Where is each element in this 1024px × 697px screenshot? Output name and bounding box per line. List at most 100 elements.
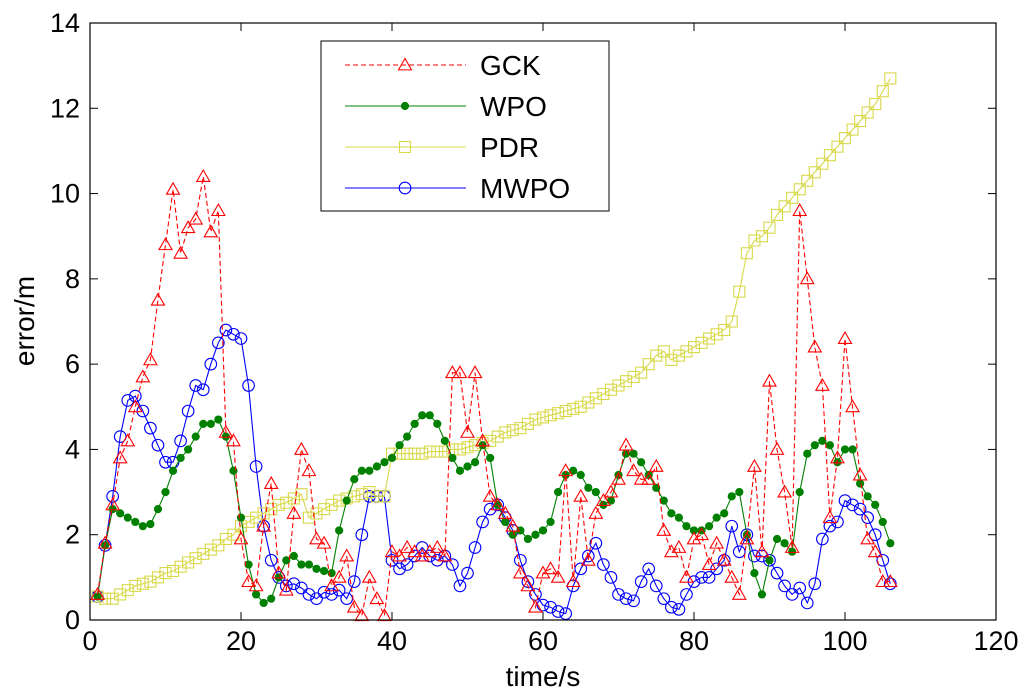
data-point-wpo [674, 513, 684, 522]
data-point-wpo [871, 500, 880, 509]
data-point-mwpo [325, 588, 338, 601]
data-point-gck [814, 377, 830, 391]
data-point-wpo [501, 517, 510, 527]
data-point-gck [188, 211, 204, 225]
data-point-mwpo [664, 600, 678, 614]
data-point-wpo [448, 453, 457, 463]
data-point-mwpo [793, 581, 807, 595]
data-point-gck [339, 548, 355, 562]
data-point-gck [565, 574, 581, 588]
data-point-pdr [740, 247, 753, 260]
data-point-wpo [161, 487, 170, 497]
data-point-gck [482, 488, 498, 502]
data-point-gck [437, 548, 453, 562]
data-point-pdr [370, 490, 383, 503]
data-point-gck [867, 544, 883, 558]
y-tick-label: 12 [50, 93, 80, 123]
data-point-wpo [591, 487, 600, 497]
data-point-pdr [876, 85, 889, 98]
data-point-wpo [531, 530, 540, 539]
data-point-pdr [718, 323, 731, 337]
data-point-mwpo [748, 549, 761, 563]
legend-label-mwpo: MWPO [480, 173, 570, 204]
data-point-pdr [189, 552, 202, 565]
data-point-gck [407, 544, 423, 558]
legend-box [320, 40, 610, 212]
data-point-mwpo [468, 541, 482, 554]
data-point-mwpo [642, 562, 656, 576]
data-point-gck [497, 505, 513, 519]
data-point-gck [210, 203, 226, 217]
data-point-mwpo [763, 553, 776, 567]
data-point-mwpo [400, 558, 414, 571]
data-point-mwpo [657, 592, 671, 606]
data-point-pdr [567, 402, 580, 415]
data-point-wpo [410, 419, 419, 428]
data-point-pdr [317, 503, 331, 516]
data-point-mwpo [189, 379, 203, 392]
data-point-wpo [546, 517, 555, 527]
data-point-pdr [378, 490, 391, 503]
data-point-gck [112, 450, 128, 464]
data-point-wpo [199, 419, 208, 428]
data-point-gck [316, 535, 332, 549]
data-point-mwpo [181, 404, 195, 418]
data-point-wpo [833, 458, 842, 467]
data-point-mwpo [128, 389, 142, 403]
data-point-wpo [387, 453, 397, 463]
data-point-wpo [372, 462, 381, 471]
data-point-gck [807, 339, 823, 353]
data-point-gck [460, 424, 475, 438]
data-point-gck [784, 539, 800, 553]
data-point-mwpo [544, 600, 557, 614]
data-point-gck [475, 433, 491, 447]
data-point-mwpo [536, 598, 550, 612]
series-line-pdr [97, 78, 891, 600]
data-point-pdr [665, 353, 678, 366]
data-point-gck [679, 569, 694, 583]
data-point-pdr [642, 358, 655, 371]
y-tick-label: 10 [50, 179, 80, 209]
data-point-gck [837, 330, 853, 344]
data-point-pdr [423, 445, 436, 458]
data-point-pdr [521, 417, 534, 430]
data-point-wpo [297, 560, 306, 569]
data-point-wpo [274, 573, 283, 582]
data-point-gck [656, 522, 672, 536]
data-point-gck [611, 471, 626, 485]
data-point-gck [769, 441, 785, 455]
data-point-gck [618, 437, 634, 451]
data-point-mwpo [461, 566, 474, 580]
data-point-gck [535, 565, 551, 579]
data-point-wpo [629, 449, 638, 458]
data-point-wpo [350, 475, 359, 484]
data-point-pdr [589, 392, 602, 405]
data-point-mwpo [279, 579, 293, 593]
data-point-gck [860, 531, 876, 545]
data-point-gck [852, 467, 868, 481]
data-point-gck [414, 548, 430, 562]
data-point-gck [588, 505, 604, 519]
data-point-wpo [856, 479, 865, 488]
data-point-pdr [597, 387, 610, 401]
data-point-pdr [650, 349, 663, 362]
data-point-pdr [242, 515, 255, 528]
data-point-mwpo [634, 575, 648, 588]
data-point-wpo [780, 539, 789, 548]
data-point-mwpo [823, 519, 837, 533]
data-point-pdr [506, 424, 519, 437]
data-point-gck [392, 548, 407, 562]
data-point-pdr [786, 191, 799, 204]
data-point-gck [882, 574, 898, 588]
data-point-wpo [267, 594, 276, 603]
data-point-gck [762, 373, 777, 387]
data-point-wpo [840, 445, 850, 454]
data-point-gck [580, 552, 596, 566]
data-point-gck [309, 531, 324, 545]
data-point-pdr [733, 285, 746, 298]
data-point-pdr [167, 564, 180, 578]
data-point-gck [248, 578, 264, 592]
data-point-mwpo [604, 571, 618, 584]
x-tick-label: 120 [973, 626, 1018, 656]
data-point-gck [595, 492, 611, 507]
